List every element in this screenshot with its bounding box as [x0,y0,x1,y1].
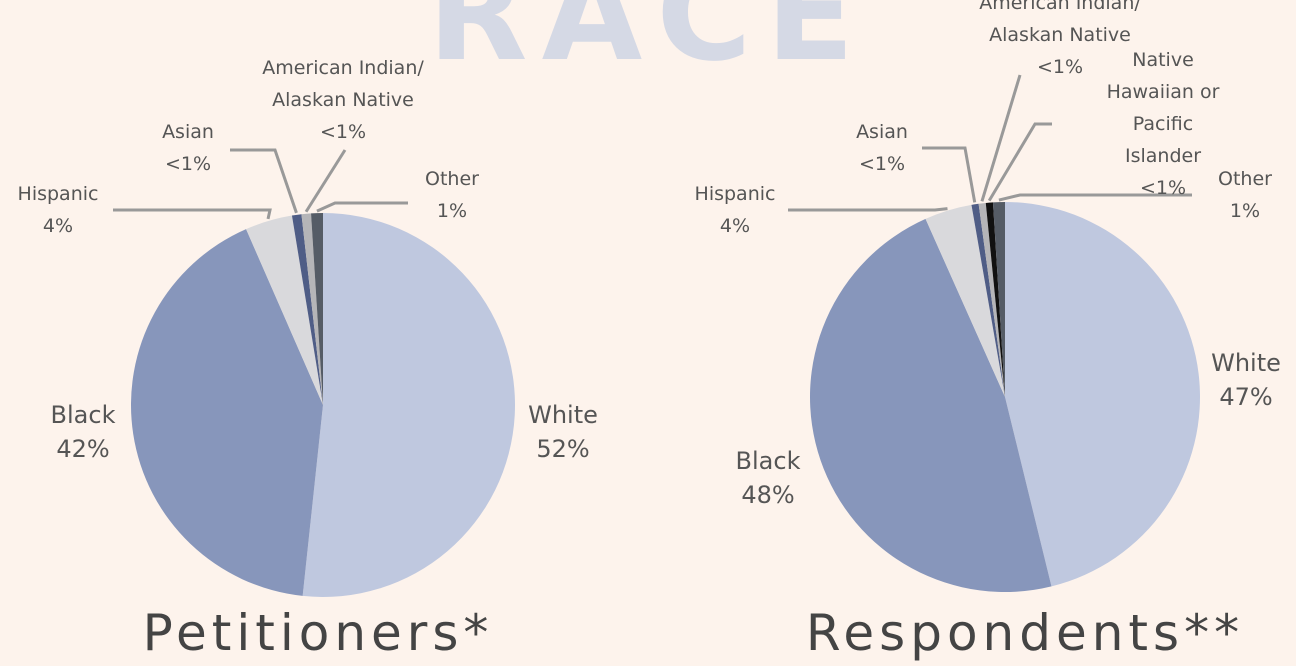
page-title: RACE [427,0,869,90]
category-label: American Indian/ Alaskan Native [979,0,1141,46]
slice-label: Asian <1% [162,116,214,180]
slice-label: Black 42% [51,398,116,466]
pie-slice [971,203,1005,397]
leader-line [113,208,272,220]
value-label: 42% [56,435,110,463]
slice-label: Asian <1% [856,116,908,180]
slice-label: White 47% [1211,346,1281,414]
category-label: Black [50,401,116,429]
leader-line [922,146,977,203]
value-label: 52% [536,435,590,463]
slice-label: Other 1% [425,163,479,227]
value-label: <1% [319,121,367,143]
leader-line [998,193,1192,202]
value-label: <1% [1139,177,1187,199]
pie-slice [992,202,1005,397]
pie-slice [291,214,323,405]
pie-slice [311,213,323,405]
leader-line [316,201,408,213]
pie-slice [978,202,1005,397]
value-label: 4% [719,215,751,237]
slice-label: Hispanic 4% [18,178,99,242]
value-label: 1% [436,200,468,222]
value-label: 48% [741,481,795,509]
category-label: American Indian/ Alaskan Native [262,57,424,111]
category-label: Hispanic [17,183,99,205]
category-label: White [528,401,598,429]
leader-line [987,122,1052,202]
pie-slice [130,229,323,596]
value-label: 47% [1219,383,1273,411]
pie-slice [301,213,323,405]
pie-slice [1005,202,1200,587]
slice-label: Hispanic 4% [695,178,776,242]
leader-line [788,207,948,212]
category-label: Other [1218,168,1272,190]
slice-label: Black 48% [736,444,801,512]
category-label: White [1211,349,1281,377]
chart-title: Respondents** [805,604,1245,662]
pie-slice [985,202,1005,397]
slice-label: Native Hawaiian or Pacific Islander <1% [1097,44,1230,204]
pie-slice [925,204,1005,397]
pie-slice [246,215,323,405]
category-label: Native Hawaiian or Pacific Islander [1106,49,1220,167]
chart-title: Petitioners* [142,604,494,662]
slice-label: White 52% [528,398,598,466]
pie-slice [810,218,1052,593]
value-label: 1% [1229,200,1261,222]
category-label: Asian [162,121,214,143]
leader-line [304,149,347,213]
category-label: Hispanic [694,183,776,205]
slice-label: American Indian/ Alaskan Native <1% [262,52,424,148]
leader-line [230,148,298,214]
value-label: 4% [42,215,74,237]
slice-label: Other 1% [1218,163,1272,227]
category-label: Other [425,168,479,190]
category-label: Asian [856,121,908,143]
value-label: <1% [858,153,906,175]
value-label: <1% [1036,56,1084,78]
leader-line [980,74,1022,202]
pie-slice [302,213,515,598]
slice-label: American Indian/ Alaskan Native <1% [979,0,1141,83]
category-label: Black [735,447,801,475]
value-label: <1% [164,153,212,175]
